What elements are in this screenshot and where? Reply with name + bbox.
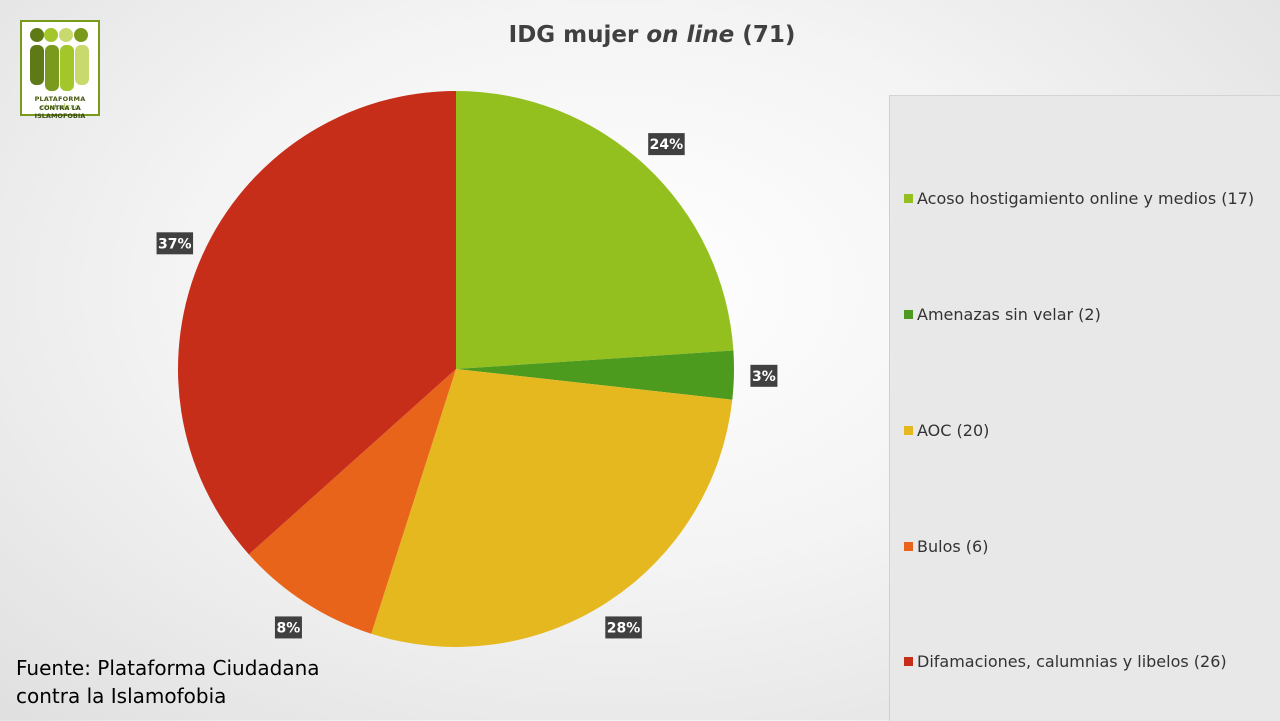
logo-text-line2: CONTRA LA ISLAMOFOBIA [34,104,86,120]
legend-item: Amenazas sin velar (2) [904,303,1101,325]
legend-item: AOC (20) [904,419,989,441]
data-label: 28% [605,616,642,639]
pie-slice [371,369,733,648]
source-line1: Fuente: Plataforma Ciudadana [16,656,320,680]
pie-slice [248,369,456,634]
legend-swatch [904,193,913,203]
legend-panel [889,95,1280,721]
data-label-text: 8% [277,620,301,636]
pie-slice [177,91,456,555]
legend-label: Difamaciones, calumnias y libelos (26) [917,651,1227,671]
legend-swatch [904,309,913,319]
logo: PLATAFORMA ciudadana CONTRA LA ISLAMOFOB… [20,20,100,120]
data-label: 24% [648,133,685,156]
data-label-text: 37% [158,236,192,252]
pie-slice [456,350,734,400]
legend-swatch [904,425,913,435]
legend-label: AOC (20) [917,420,990,440]
legend-label: Acoso hostigamiento online y medios (17) [917,188,1255,208]
data-label-box [605,616,642,639]
legend-item: Difamaciones, calumnias y libelos (26) [904,650,1227,672]
legend-label: Amenazas sin velar (2) [917,304,1101,324]
legend-swatch [904,656,913,666]
logo-text-line1: PLATAFORMA ciudadana [34,95,86,111]
data-label-box [750,364,778,387]
pie-slice [456,91,734,369]
legend-item: Acoso hostigamiento online y medios (17) [904,187,1254,209]
source-note: Fuente: Plataforma Ciudadana contra la I… [16,654,320,710]
data-label-text: 3% [752,369,776,385]
legend-item: Bulos (6) [904,535,988,557]
data-label-box [274,616,302,639]
data-label: 37% [156,232,194,255]
data-label-text: 28% [607,620,641,636]
legend-swatch [904,541,913,551]
legend-label: Bulos (6) [917,536,989,556]
data-label-text: 24% [650,137,684,153]
logo-figures-icon [30,28,89,91]
data-label-box [156,232,194,255]
data-label: 8% [274,616,302,639]
chart-title: IDG mujer on line (71) [508,22,796,48]
data-label: 3% [750,364,778,387]
source-line2: contra la Islamofobia [16,684,227,708]
data-label-box [648,133,685,156]
